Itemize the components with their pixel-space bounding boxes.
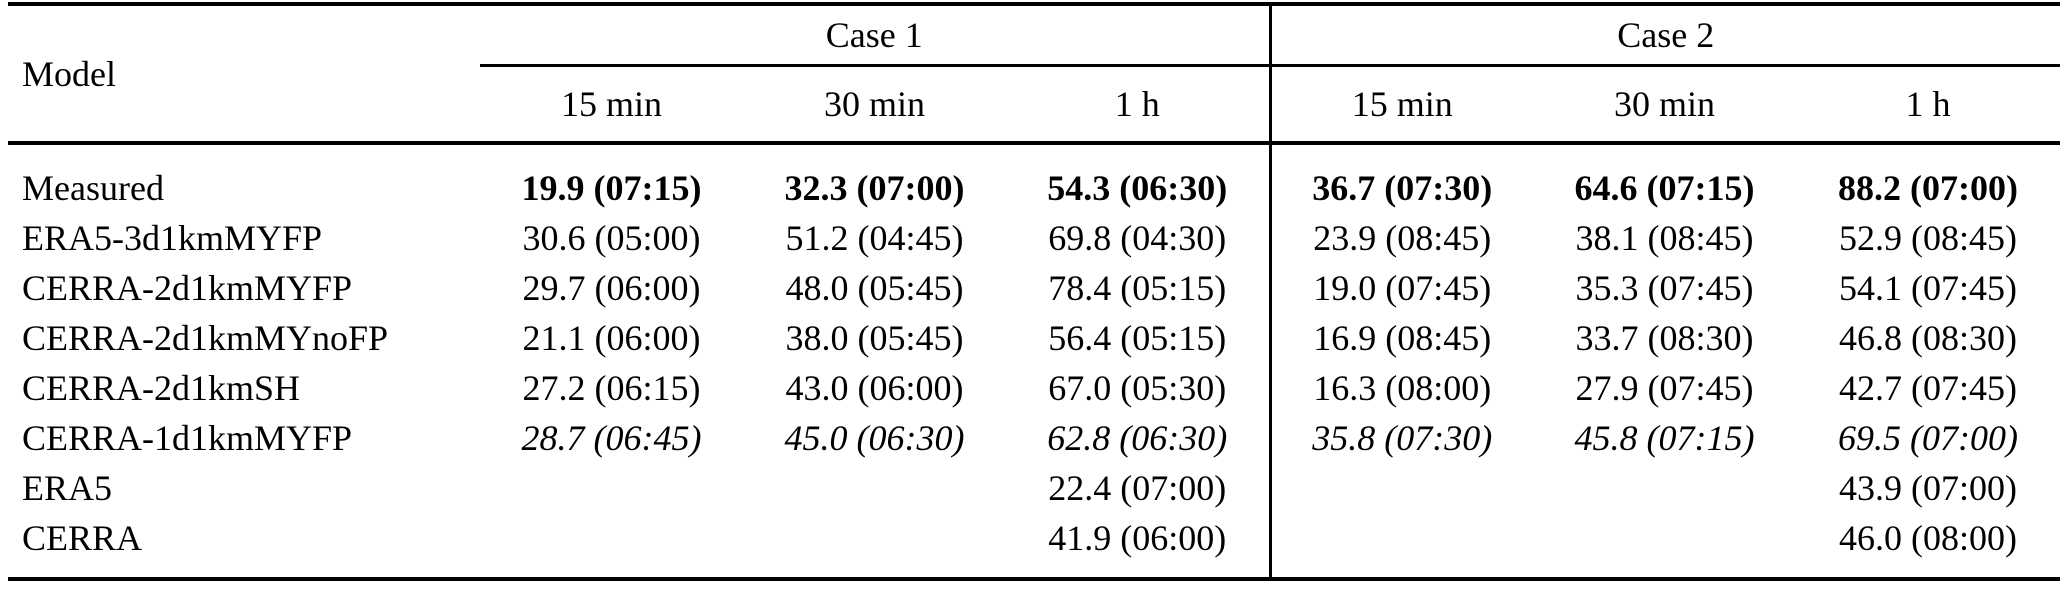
model-name-cell: CERRA-1d1kmMYFP [22, 418, 353, 458]
model-name-cell: CERRA-2d1kmMYFP [22, 268, 353, 308]
value-cell-empty [1533, 463, 1796, 513]
value-cell: 35.3 (07:45) [1575, 268, 1754, 308]
table-row-cerra-2d1kmmyfp: CERRA-2d1kmMYFP 29.7 (06:00) 48.0 (05:45… [8, 263, 2060, 313]
table-row-measured: Measured 19.9 (07:15) 32.3 (07:00) 54.3 … [8, 143, 2060, 213]
subheader-case1-1h: 1 h [1006, 65, 1270, 145]
value-cell: 78.4 (05:15) [1048, 268, 1227, 308]
subheader-case1-30min: 30 min [743, 65, 1006, 145]
value-cell: 51.2 (04:45) [785, 218, 964, 258]
value-cell: 21.1 (06:00) [522, 318, 701, 358]
value-cell: 46.0 (08:00) [1839, 518, 2017, 558]
value-cell-empty [480, 463, 743, 513]
value-cell: 62.8 (06:30) [1047, 418, 1228, 458]
value-cell: 54.3 (06:30) [1047, 168, 1228, 208]
value-cell-empty [1268, 513, 1533, 579]
value-cell: 41.9 (06:00) [1048, 518, 1227, 558]
value-cell: 33.7 (08:30) [1575, 318, 1754, 358]
table-row-cerra-2d1kmmynofp: CERRA-2d1kmMYnoFP 21.1 (06:00) 38.0 (05:… [8, 313, 2060, 363]
value-cell: 38.0 (05:45) [785, 318, 964, 358]
value-cell: 69.5 (07:00) [1838, 418, 2018, 458]
value-cell: 46.8 (08:30) [1839, 318, 2017, 358]
model-name-cell: Measured [22, 168, 164, 208]
value-cell: 52.9 (08:45) [1839, 218, 2017, 258]
value-cell: 67.0 (05:30) [1048, 368, 1227, 408]
value-cell: 30.6 (05:00) [522, 218, 701, 258]
model-name-cell: CERRA [22, 518, 143, 558]
value-cell: 42.7 (07:45) [1839, 368, 2017, 408]
subheader-case1-15min: 15 min [480, 65, 743, 145]
value-cell: 48.0 (05:45) [785, 268, 964, 308]
table-row-cerra-1d1kmmyfp: CERRA-1d1kmMYFP 28.7 (06:45) 45.0 (06:30… [8, 413, 2060, 463]
value-cell: 29.7 (06:00) [522, 268, 701, 308]
value-cell: 38.1 (08:45) [1575, 218, 1754, 258]
model-name-cell: CERRA-2d1kmMYnoFP [22, 318, 389, 358]
subheader-case2-15min: 15 min [1268, 65, 1533, 145]
value-cell: 36.7 (07:30) [1268, 143, 1533, 213]
subheader-case2-30min: 30 min [1533, 65, 1796, 145]
table-row-era5-3d1kmmyfp: ERA5-3d1kmMYFP 30.6 (05:00) 51.2 (04:45)… [8, 213, 2060, 263]
value-cell: 45.8 (07:15) [1574, 418, 1755, 458]
value-cell-empty [743, 463, 1006, 513]
value-cell-empty [1268, 463, 1533, 513]
value-cell: 16.3 (08:00) [1268, 363, 1533, 413]
value-cell: 43.0 (06:00) [785, 368, 964, 408]
header-model: Model [8, 4, 480, 145]
value-cell: 69.8 (04:30) [1048, 218, 1227, 258]
value-cell: 16.9 (08:45) [1268, 313, 1533, 363]
value-cell: 54.1 (07:45) [1839, 268, 2017, 308]
value-cell: 22.4 (07:00) [1048, 468, 1227, 508]
value-cell: 43.9 (07:00) [1839, 468, 2017, 508]
header-case2: Case 2 [1268, 4, 2060, 67]
header-case1: Case 1 [480, 4, 1270, 67]
value-cell: 64.6 (07:15) [1574, 168, 1755, 208]
value-cell: 27.2 (06:15) [522, 368, 701, 408]
value-cell-empty [480, 513, 743, 579]
value-cell: 32.3 (07:00) [784, 168, 965, 208]
value-cell: 19.0 (07:45) [1268, 263, 1533, 313]
table-row-cerra: CERRA 41.9 (06:00) 46.0 (08:00) [8, 513, 2060, 579]
value-cell: 23.9 (08:45) [1268, 213, 1533, 263]
model-name-cell: ERA5-3d1kmMYFP [22, 218, 323, 258]
value-cell: 28.7 (06:45) [521, 418, 702, 458]
table-row-cerra-2d1kmsh: CERRA-2d1kmSH 27.2 (06:15) 43.0 (06:00) … [8, 363, 2060, 413]
model-name-cell: CERRA-2d1kmSH [22, 368, 301, 408]
subheader-row: 15 min 30 min 1 h 15 min 30 min 1 h [8, 65, 2060, 145]
value-cell: 27.9 (07:45) [1575, 368, 1754, 408]
value-cell-empty [743, 513, 1006, 579]
subheader-case2-1h: 1 h [1796, 65, 2060, 145]
model-name-cell: ERA5 [22, 468, 112, 508]
value-cell: 88.2 (07:00) [1838, 168, 2018, 208]
value-cell-empty [1533, 513, 1796, 579]
results-table: Model Case 1 Case 2 15 min 30 min 1 h 15… [8, 2, 2060, 581]
value-cell: 19.9 (07:15) [521, 168, 702, 208]
value-cell: 45.0 (06:30) [784, 418, 965, 458]
value-cell: 56.4 (05:15) [1048, 318, 1227, 358]
value-cell: 35.8 (07:30) [1268, 413, 1533, 463]
table-row-era5: ERA5 22.4 (07:00) 43.9 (07:00) [8, 463, 2060, 513]
group-header-row: Model Case 1 Case 2 [8, 4, 2060, 145]
